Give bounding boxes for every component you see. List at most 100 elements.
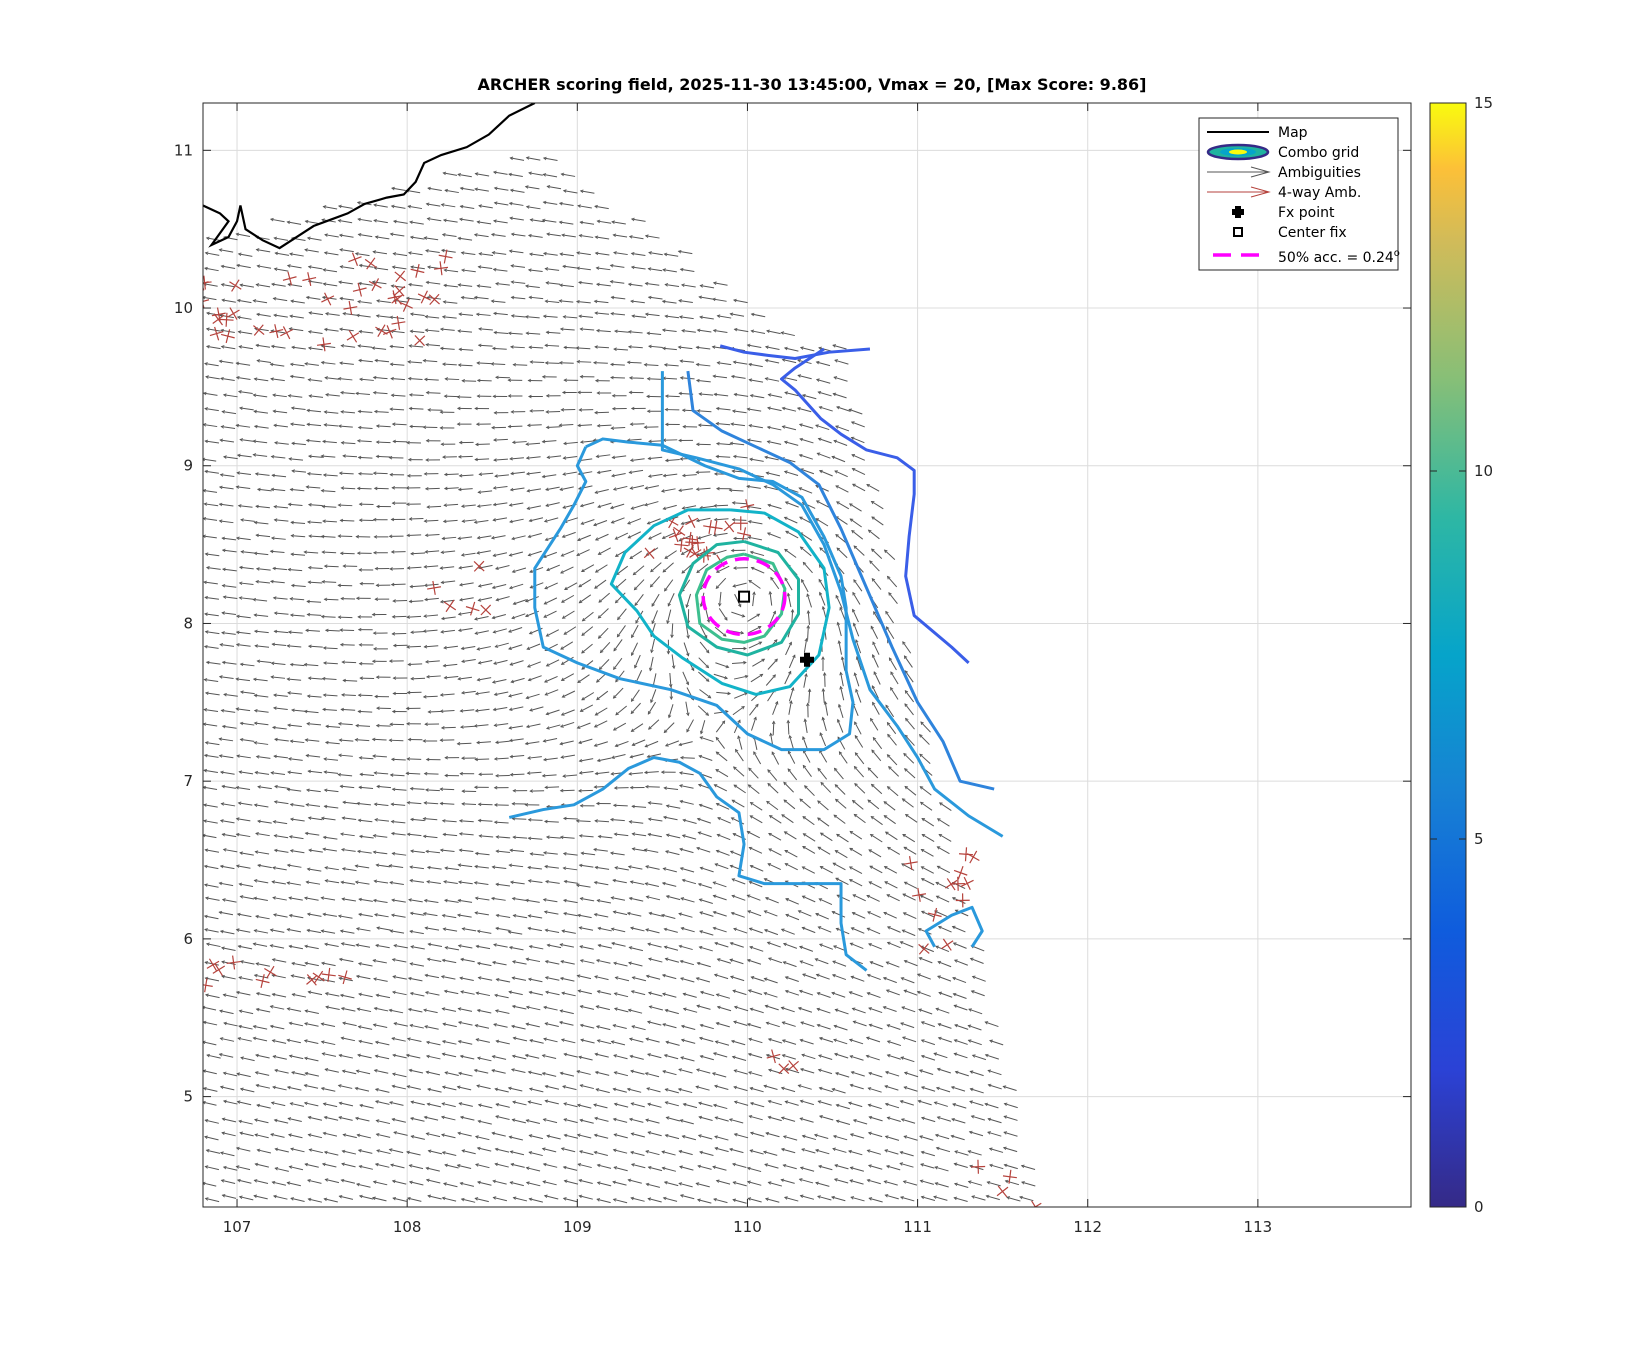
ambiguity-arrowhead [543, 851, 547, 855]
ambiguity-arrowhead [578, 834, 583, 838]
ambiguity-arrowhead [732, 989, 737, 993]
ambiguity-arrowhead [323, 1197, 328, 1202]
ambiguity-arrowhead [764, 455, 768, 460]
ambiguity-arrowhead [935, 945, 939, 949]
ambiguity-arrow [784, 577, 793, 591]
ambiguity-arrowhead [801, 926, 806, 931]
ambiguity-arrowhead [918, 1069, 923, 1073]
ambiguity-arrow [580, 704, 594, 712]
ambiguity-arrow [287, 1182, 301, 1187]
ambiguity-arrowhead [423, 771, 428, 776]
ambiguity-arrowhead [644, 882, 649, 886]
ambiguity-arrowhead [409, 929, 413, 934]
ambiguity-arrowhead [527, 865, 531, 870]
ambiguity-arrowhead [680, 521, 685, 526]
ambiguity-arrowhead [511, 976, 516, 980]
ambiguity-arrowhead [222, 595, 227, 599]
ambiguity-arrow [748, 767, 759, 779]
ambiguity-arrow [358, 710, 373, 713]
ambiguity-arrowhead [787, 768, 792, 772]
ambiguity-arrow [408, 899, 423, 903]
ambiguity-arrowhead [799, 1117, 804, 1121]
ambiguity-arrowhead [304, 1009, 309, 1013]
ambiguity-arrow [784, 391, 799, 397]
ambiguity-arrow [544, 517, 559, 523]
ambiguity-arrow [594, 300, 609, 304]
ambiguity-arrow [610, 818, 625, 822]
ambiguity-arrowhead [422, 358, 427, 363]
ambiguity-arrow [669, 672, 672, 687]
ambiguity-arrowhead [855, 639, 859, 643]
ambiguity-arrowhead [854, 782, 858, 787]
ambiguity-arrow [255, 505, 270, 509]
ambiguity-arrow [562, 531, 576, 538]
ambiguity-arrow [784, 347, 799, 352]
ambiguity-arrowhead [579, 897, 584, 901]
ambiguity-arrowhead [286, 927, 291, 932]
ambiguity-arrow [883, 815, 896, 825]
ambiguity-arrowhead [731, 518, 736, 522]
ambiguity-arrowhead [320, 1040, 325, 1044]
ambiguity-arrowhead [594, 712, 599, 716]
ambiguity-arrow [271, 662, 286, 665]
ambiguity-arrowhead [883, 866, 888, 870]
ambiguity-arrowhead [422, 629, 427, 633]
ambiguity-arrow [748, 641, 762, 649]
ambiguity-arrowhead [613, 1166, 618, 1170]
ambiguity-arrow [274, 612, 289, 615]
ambiguity-arrow [512, 897, 527, 901]
ambiguity-arrow [797, 407, 812, 413]
ambiguity-arrowhead [307, 1133, 312, 1137]
ambiguity-arrow [441, 975, 456, 980]
ambiguity-arrow [750, 394, 765, 399]
ambiguity-arrowhead [286, 644, 291, 648]
ambiguity-arrowhead [746, 1166, 751, 1171]
ambiguity-arrow [494, 1163, 509, 1168]
ambiguity-arrowhead [441, 958, 446, 963]
ambiguity-arrowhead [323, 804, 328, 809]
ambiguity-arrowhead [953, 1052, 958, 1056]
ambiguity-arrowhead [596, 696, 600, 701]
ambiguity-arrowhead [697, 882, 702, 887]
ambiguity-arrowhead [306, 422, 311, 427]
ambiguity-arrow [239, 1196, 254, 1201]
ambiguity-arrow [868, 1164, 883, 1170]
ambiguity-arrowhead [970, 990, 975, 994]
ambiguity-arrow [682, 474, 697, 477]
ambiguity-arrowhead [441, 1133, 445, 1137]
ambiguity-arrow [800, 1068, 815, 1074]
ambiguity-arrowhead [323, 423, 328, 427]
ambiguity-arrow [203, 1087, 218, 1092]
ambiguity-arrowhead [629, 422, 634, 426]
ambiguity-arrowhead [699, 1023, 704, 1028]
ambiguity-arrowhead [613, 647, 617, 652]
ambiguity-arrow [841, 656, 846, 671]
ambiguity-arrow [340, 994, 355, 999]
ambiguity-arrowhead [832, 344, 837, 348]
ambiguity-arrow [254, 974, 269, 979]
ambiguity-arrow [985, 1021, 999, 1028]
ambiguity-arrow [647, 943, 662, 948]
ambiguity-arrow [937, 975, 952, 982]
ambiguity-arrow [529, 1198, 543, 1203]
ambiguity-arrow [938, 926, 952, 933]
ambiguity-arrowhead [714, 1135, 718, 1139]
ambiguity-arrowhead [287, 691, 291, 695]
ambiguity-arrowhead [458, 848, 463, 853]
ambiguity-arrow [784, 516, 798, 524]
ambiguity-arrow [425, 927, 440, 931]
ambiguity-arrow [986, 1195, 1000, 1201]
ambiguity-arrow [238, 331, 253, 335]
ambiguity-arrow [716, 443, 731, 446]
ambiguity-arrowhead [443, 880, 447, 884]
ambiguity-arrow [545, 689, 559, 696]
ambiguity-arrowhead [371, 659, 376, 664]
ambiguity-arrow [359, 786, 374, 790]
ambiguity-arrow [647, 1053, 662, 1059]
ambiguity-arrowhead [678, 771, 683, 775]
ambiguity-arrow [817, 452, 831, 459]
ambiguity-arrowhead [733, 1085, 738, 1090]
ambiguity-arrowhead [771, 751, 775, 756]
ambiguity-arrowhead [253, 709, 258, 713]
ambiguity-arrowhead [815, 912, 819, 917]
